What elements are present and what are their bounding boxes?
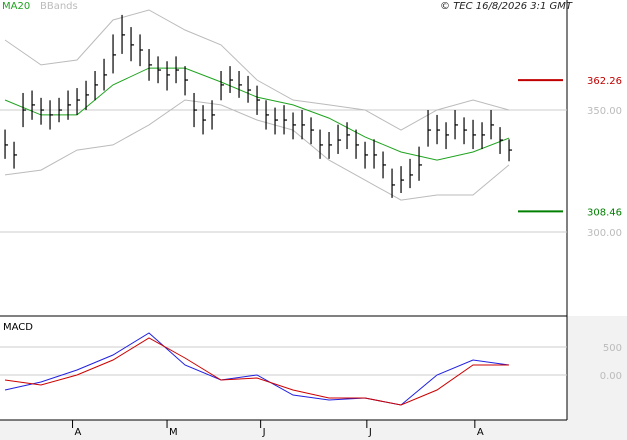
band-upper [4,9,510,131]
macd-line [4,337,509,406]
x-tick-label: M [169,427,178,438]
corner [567,316,627,440]
x-tick-label: A [75,427,82,438]
y-tick-label: 500 [603,343,622,354]
x-tick-label: J [262,427,266,438]
y-tick-label: 0.00 [600,371,622,382]
copyright: © TEC 16/8/2026 3:1 GMT [440,1,573,12]
macd-title: MACD [3,322,33,333]
level-label: 308.46 [587,207,622,218]
x-tick-label: A [477,427,484,438]
legend-bbands: BBands [40,1,78,12]
y-tick-label: 300.00 [587,228,622,239]
y-tick-label: 350.00 [587,106,622,117]
band-lower [4,99,510,201]
macd-line [4,332,510,406]
level-label: 362.26 [587,76,622,87]
x-axis-strip [0,420,567,440]
legend-ma: MA20 [2,1,30,12]
x-tick-label: J [368,427,372,438]
